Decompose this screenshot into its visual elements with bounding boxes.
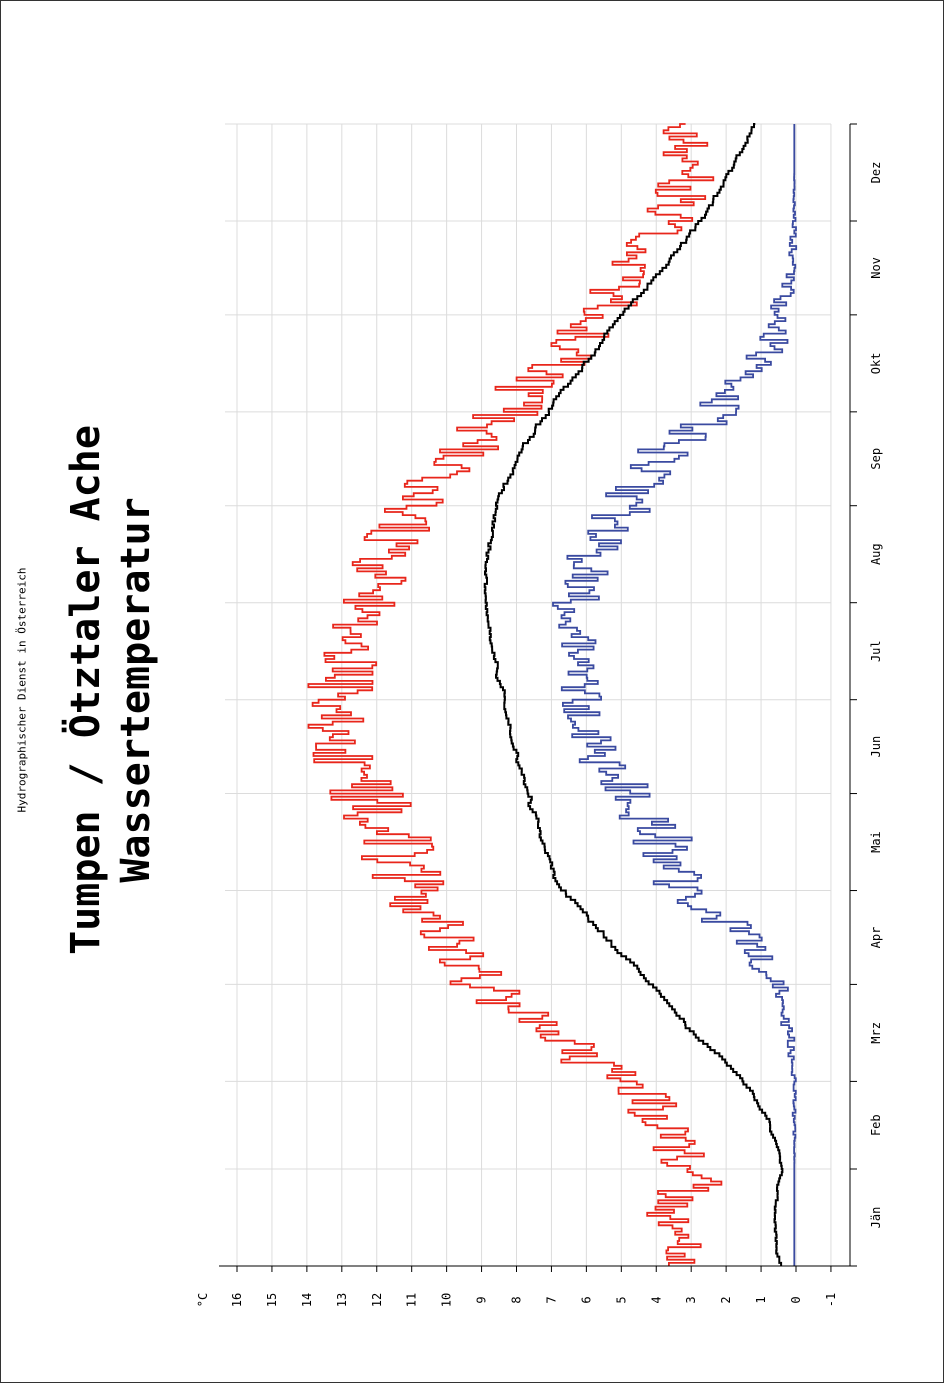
y-tick-label: 16: [230, 1293, 244, 1307]
y-tick-label: 3: [684, 1296, 698, 1303]
month-label: Aug: [869, 543, 883, 565]
y-tick-label: 7: [544, 1296, 558, 1303]
axes: -1012345678910111213141516°CJänFebMrzApr…: [196, 123, 883, 1307]
y-tick-label: 11: [405, 1293, 419, 1307]
y-tick-label: 0: [789, 1296, 803, 1303]
month-label: Apr: [869, 927, 883, 949]
month-label: Jän: [869, 1207, 883, 1229]
month-label: Jul: [869, 640, 883, 662]
y-tick-label: 5: [614, 1296, 628, 1303]
y-tick-label: -1: [824, 1293, 838, 1307]
y-tick-label: 13: [335, 1293, 349, 1307]
month-label: Mrz: [869, 1022, 883, 1044]
month-label: Sep: [869, 448, 883, 470]
y-tick-label: 6: [579, 1296, 593, 1303]
y-tick-label: 14: [300, 1293, 314, 1307]
y-tick-label: 4: [649, 1296, 663, 1303]
month-label: Nov: [869, 257, 883, 279]
grid-lines: [225, 123, 832, 1267]
y-tick-label: 1: [754, 1296, 768, 1303]
series-line-2: [483, 123, 784, 1266]
month-label: Feb: [869, 1114, 883, 1136]
y-tick-label: 12: [370, 1293, 384, 1307]
series-line-3: [552, 124, 798, 1266]
y-tick-label: 15: [265, 1293, 279, 1307]
month-label: Okt: [869, 353, 883, 375]
y-tick-label: 10: [440, 1293, 454, 1307]
month-label: Jun: [869, 736, 883, 758]
y-axis-label: °C: [196, 1293, 210, 1307]
data-series: [307, 123, 798, 1266]
y-tick-label: 8: [510, 1296, 524, 1303]
y-tick-label: 9: [475, 1296, 489, 1303]
y-tick-label: 2: [719, 1296, 733, 1303]
series-line-1: [307, 123, 723, 1266]
month-label: Dez: [869, 162, 883, 184]
month-label: Mai: [869, 831, 883, 853]
